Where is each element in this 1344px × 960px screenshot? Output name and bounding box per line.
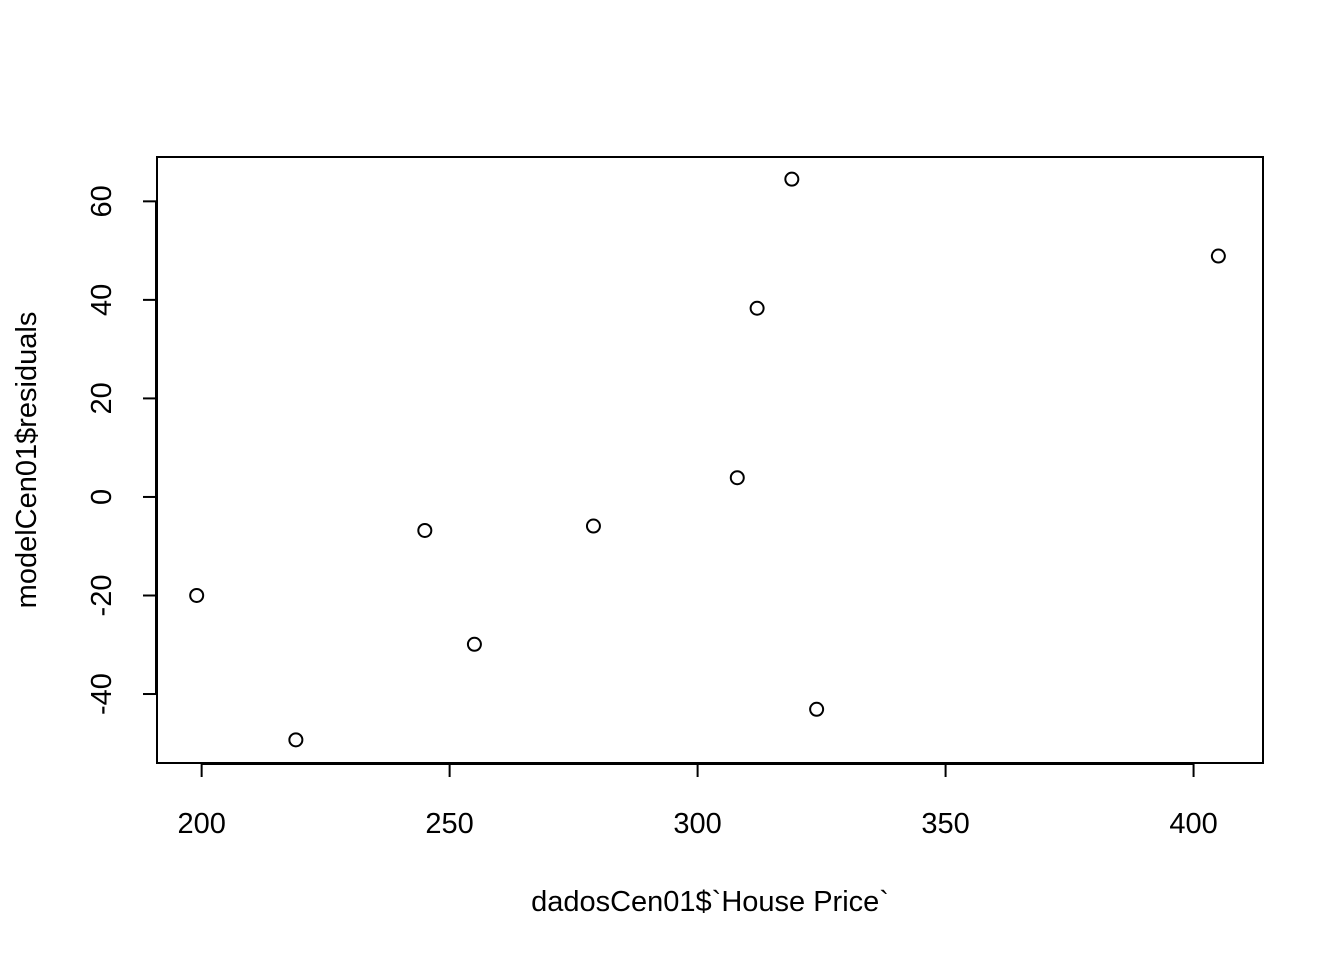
data-point	[1210, 248, 1226, 264]
data-points	[189, 171, 1226, 748]
x-tick-label: 350	[921, 808, 969, 840]
y-tick-label: 20	[86, 382, 118, 414]
data-point	[585, 518, 601, 534]
x-tick-label: 300	[673, 808, 721, 840]
data-point	[417, 522, 433, 538]
data-point	[784, 171, 800, 187]
y-tick-label: -20	[86, 575, 118, 617]
y-tick-label: 0	[86, 489, 118, 505]
x-tick-label: 250	[425, 808, 473, 840]
data-point	[749, 300, 765, 316]
data-point	[809, 701, 825, 717]
y-tick-label: 40	[86, 284, 118, 316]
data-point	[729, 470, 745, 486]
x-tick-label: 200	[177, 808, 225, 840]
x-axis: 200 250 300 350 400	[177, 763, 1218, 840]
y-axis: -40 -20 0 20 40 60	[86, 185, 157, 715]
y-tick-label: -40	[86, 673, 118, 715]
data-point	[466, 636, 482, 652]
y-axis-title: modelCen01$residuals	[11, 312, 43, 609]
y-tick-label: 60	[86, 185, 118, 217]
data-point	[288, 732, 304, 748]
data-point	[189, 587, 205, 603]
x-tick-label: 400	[1169, 808, 1217, 840]
x-axis-title: dadosCen01$`House Price`	[531, 886, 889, 918]
